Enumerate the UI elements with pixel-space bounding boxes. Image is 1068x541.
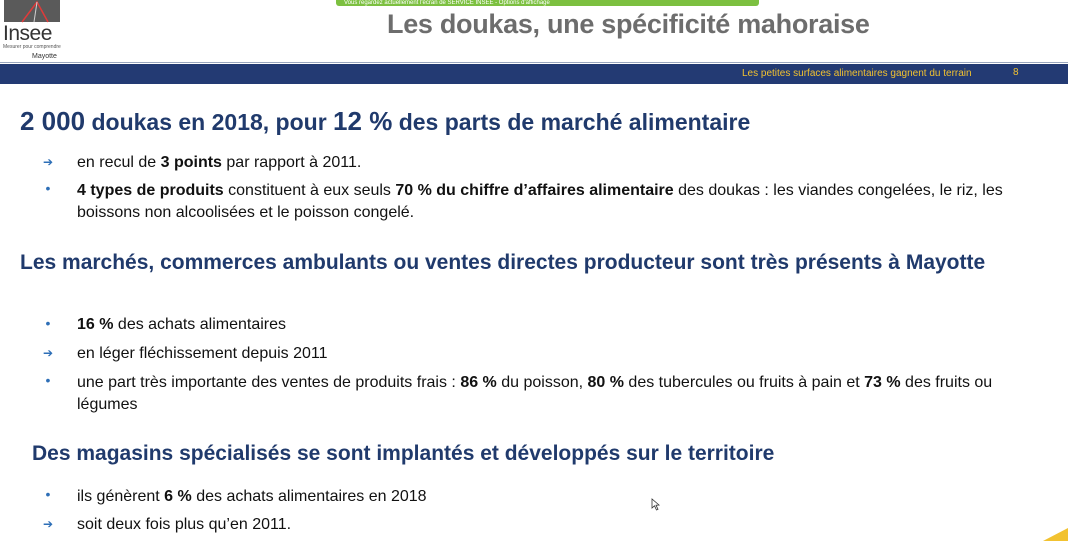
logo-region: Mayotte — [32, 53, 57, 60]
page-number: 8 — [1013, 67, 1019, 78]
arrow-right-icon: ➔ — [43, 155, 54, 169]
item-text: des achats alimentaires — [113, 316, 286, 333]
emphasis-text: 4 types de produits — [77, 182, 224, 199]
item-text: des tubercules ou fruits à pain et — [623, 374, 865, 391]
emphasis-text: 80 % — [587, 374, 624, 391]
bullet-item: 4 types de produits constituent à eux se… — [77, 180, 1037, 224]
header-divider — [0, 62, 1068, 63]
heading-figure: 12 % — [333, 106, 393, 136]
bullet-dot-icon: • — [45, 180, 51, 196]
bullet-item: une part très importante des ventes de p… — [77, 372, 1037, 416]
bullet-dot-icon: • — [45, 315, 51, 331]
item-text: des fruits ou légumes — [77, 374, 993, 413]
bullet-item: soit deux fois plus qu’en 2011. — [77, 514, 1037, 536]
bullet-item: ils génèrent 6 % des achats alimentaires… — [77, 486, 1037, 508]
emphasis-text: 3 points — [160, 154, 222, 171]
insee-logo: Insee Mesurer pour comprendre Mayotte — [0, 0, 62, 62]
section-heading-marches: Les marchés, commerces ambulants ou vent… — [20, 251, 986, 274]
item-text: ils génèrent — [77, 488, 165, 505]
section-heading-magasins: Des magasins spécialisés se sont implant… — [32, 442, 775, 465]
screen-share-banner[interactable]: Vous regardez actuellement l'écran de SE… — [336, 0, 759, 6]
item-text: une part très importante des ventes de p… — [77, 374, 461, 391]
emphasis-text: 70 % du chiffre d’affaires alimentaire — [395, 182, 674, 199]
item-text: du poisson, — [496, 374, 588, 391]
header-bar — [0, 64, 1068, 84]
bullet-dot-icon: • — [45, 372, 51, 388]
item-text: en recul de — [77, 154, 161, 171]
item-text: soit deux fois plus qu’en 2011. — [77, 516, 292, 533]
section-heading-doukas: 2 000 doukas en 2018, pour 12 % des part… — [20, 108, 750, 136]
emphasis-text: 16 % — [77, 316, 114, 333]
corner-accent-icon — [1043, 528, 1068, 541]
logo-mark-icon — [4, 0, 60, 23]
arrow-right-icon: ➔ — [43, 517, 54, 531]
emphasis-text: 73 % — [864, 374, 901, 391]
item-text: en léger fléchissement depuis 2011 — [77, 345, 328, 362]
arrow-right-icon: ➔ — [43, 346, 54, 360]
bullet-dot-icon: • — [45, 486, 51, 502]
bullet-item: en recul de 3 points par rapport à 2011. — [77, 152, 1037, 174]
item-text: des doukas : les viandes congelées, le r… — [77, 182, 1003, 221]
mouse-cursor-icon — [651, 498, 660, 511]
slide-subtitle: Les petites surfaces alimentaires gagnen… — [742, 68, 972, 79]
item-text: par rapport à 2011. — [221, 154, 362, 171]
logo-tagline: Mesurer pour comprendre — [3, 44, 61, 50]
heading-text: des parts de marché alimentaire — [392, 109, 751, 135]
slide-title: Les doukas, une spécificité mahoraise — [387, 9, 870, 39]
heading-figure: 2 000 — [20, 106, 86, 136]
item-text: constituent à eux seuls — [223, 182, 396, 199]
bullet-item: en léger fléchissement depuis 2011 — [77, 343, 1037, 365]
item-text: des achats alimentaires en 2018 — [191, 488, 427, 505]
emphasis-text: 86 % — [460, 374, 497, 391]
heading-text: doukas en 2018, pour — [85, 109, 334, 135]
emphasis-text: 6 % — [164, 488, 192, 505]
bullet-item: 16 % des achats alimentaires — [77, 314, 1037, 336]
logo-wordmark: Insee — [3, 22, 52, 45]
